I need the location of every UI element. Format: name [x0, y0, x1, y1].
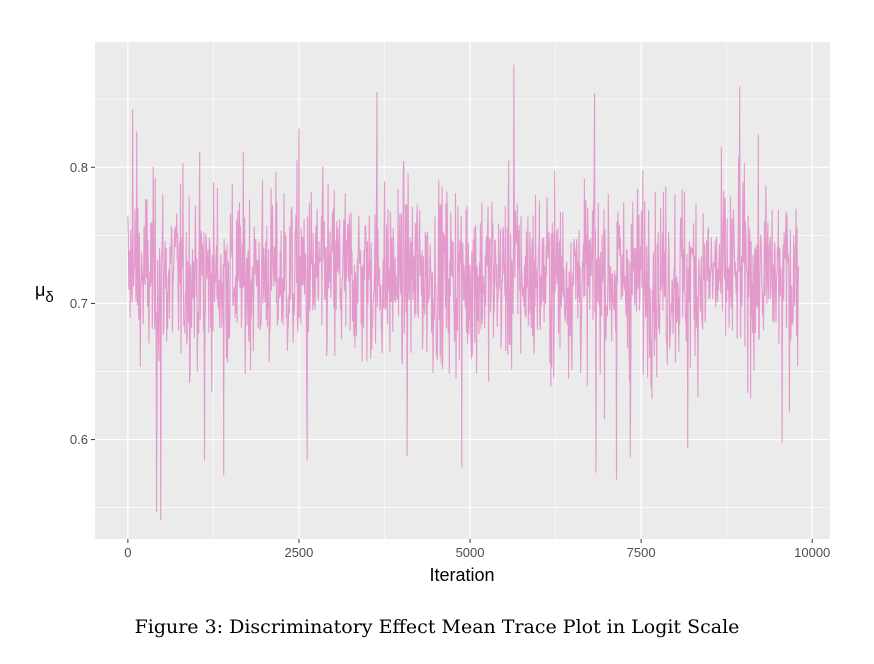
trace-line — [127, 64, 800, 521]
y-axis-title-base: μ — [35, 280, 45, 300]
trace-series — [127, 64, 800, 521]
y-tick-label: 0.8 — [70, 160, 88, 175]
y-axis-title: μδ — [35, 280, 54, 306]
figure-caption: Figure 3: Discriminatory Effect Mean Tra… — [134, 616, 740, 638]
y-axis-ticks: 0.6 0.7 0.8 — [70, 160, 95, 447]
y-tick-label: 0.7 — [70, 296, 88, 311]
x-tick-label: 7500 — [627, 545, 656, 560]
y-tick-label: 0.6 — [70, 432, 88, 447]
x-tick-label: 0 — [124, 545, 131, 560]
y-axis-title-sub: δ — [45, 289, 53, 306]
x-tick-label: 10000 — [794, 545, 830, 560]
x-tick-label: 5000 — [456, 545, 485, 560]
x-axis-ticks: 0 2500 5000 7500 10000 — [124, 539, 830, 560]
x-axis-title: Iteration — [429, 565, 494, 585]
x-tick-label: 2500 — [284, 545, 313, 560]
trace-plot: 0.6 0.7 0.8 0 2500 5000 7500 10000 Iteration μ… — [35, 42, 830, 585]
